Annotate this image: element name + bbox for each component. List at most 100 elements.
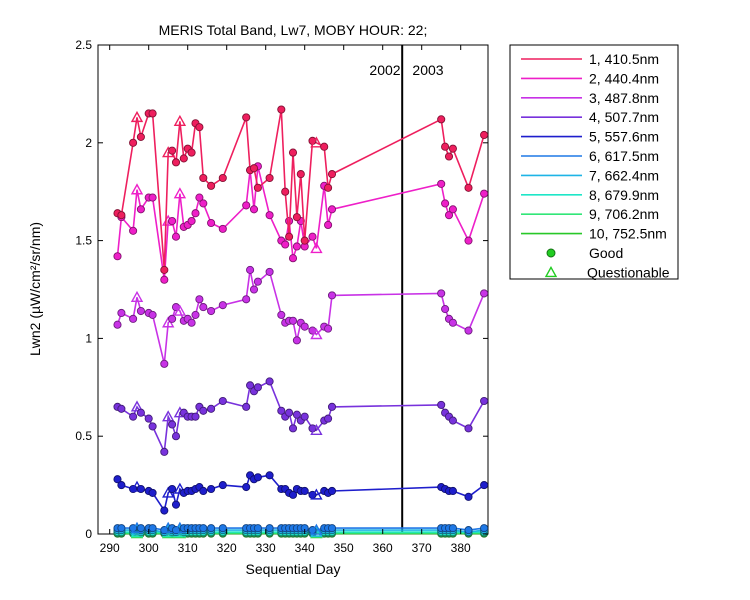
good-marker	[242, 113, 251, 122]
good-marker	[292, 242, 301, 251]
good-marker	[187, 318, 196, 327]
series-group	[113, 105, 489, 539]
good-marker	[288, 490, 298, 499]
good-marker	[195, 295, 204, 304]
good-marker	[242, 201, 251, 210]
good-marker	[168, 146, 177, 155]
good-marker	[242, 295, 251, 304]
good-marker	[464, 424, 473, 433]
good-marker	[464, 526, 473, 535]
good-marker	[117, 211, 126, 220]
good-marker	[160, 506, 169, 515]
good-marker	[129, 314, 138, 323]
good-marker	[191, 209, 200, 218]
good-marker	[480, 189, 489, 198]
good-marker	[168, 420, 177, 429]
good-marker	[171, 158, 181, 167]
good-marker	[308, 232, 317, 241]
good-marker	[129, 226, 138, 235]
good-marker	[207, 524, 216, 533]
good-marker	[207, 181, 216, 190]
good-marker	[324, 183, 333, 192]
legend-label: Good	[589, 245, 623, 261]
x-axis-label: Sequential Day	[246, 561, 341, 577]
good-marker	[480, 481, 489, 490]
good-marker	[281, 187, 290, 196]
good-marker	[117, 481, 126, 490]
legend-good-marker	[546, 248, 556, 258]
good-marker	[136, 306, 145, 316]
y-tick-label: 2	[85, 136, 92, 150]
good-marker	[171, 432, 181, 441]
good-marker	[480, 289, 489, 298]
questionable-marker	[310, 328, 323, 340]
good-marker	[300, 412, 309, 421]
legend: 1, 410.5nm 2, 440.4nm 3, 487.8nm 4, 507.7nm…	[509, 44, 679, 280]
good-marker	[207, 218, 216, 228]
good-marker	[480, 396, 489, 406]
good-marker	[437, 179, 446, 188]
good-marker	[253, 383, 262, 392]
good-marker	[441, 305, 450, 314]
questionable-marker	[310, 423, 323, 436]
good-marker	[148, 488, 157, 497]
good-marker	[199, 406, 208, 415]
good-marker	[265, 377, 274, 386]
legend-label: 6, 617.5nm	[589, 148, 659, 164]
legend-label: 7, 662.4nm	[589, 167, 659, 183]
good-marker	[288, 316, 298, 325]
good-marker	[265, 524, 274, 533]
good-marker	[265, 267, 274, 276]
good-marker	[242, 402, 251, 411]
good-marker	[320, 142, 329, 151]
good-marker	[148, 310, 157, 319]
good-marker	[292, 410, 301, 419]
good-marker	[129, 138, 138, 147]
questionable-marker	[130, 110, 144, 123]
legend-box	[509, 44, 679, 280]
good-marker	[160, 275, 169, 284]
good-marker	[171, 232, 181, 241]
questionable-marker	[310, 136, 323, 148]
good-marker	[207, 484, 216, 494]
x-tick-label: 330	[256, 541, 276, 555]
good-marker	[171, 500, 181, 509]
good-marker	[265, 471, 274, 480]
questionable-marker	[130, 183, 144, 195]
x-tick-label: 320	[217, 541, 237, 555]
good-marker	[448, 205, 457, 214]
good-marker	[327, 291, 337, 300]
good-marker	[117, 308, 126, 318]
y-tick-label: 1.5	[75, 234, 92, 248]
good-marker	[437, 400, 446, 409]
legend-questionable-marker	[544, 265, 558, 278]
good-marker	[187, 216, 196, 226]
good-marker	[168, 314, 177, 323]
good-marker	[292, 336, 301, 345]
good-marker	[136, 205, 145, 214]
y-tick-label: 2.5	[75, 38, 92, 52]
year-label-left: 2002	[369, 62, 400, 78]
good-marker	[288, 254, 298, 263]
good-marker	[136, 132, 145, 141]
good-marker	[253, 473, 262, 482]
good-marker	[437, 115, 446, 124]
good-marker	[113, 320, 122, 329]
x-tick-label: 350	[334, 541, 354, 555]
good-marker	[288, 424, 298, 433]
good-marker	[148, 422, 157, 431]
good-marker	[448, 524, 457, 533]
good-marker	[218, 396, 227, 406]
good-marker	[249, 285, 259, 294]
good-marker	[441, 199, 450, 208]
good-marker	[292, 213, 301, 222]
good-marker	[191, 412, 200, 421]
good-marker	[324, 414, 333, 423]
good-marker	[480, 130, 489, 140]
good-marker	[195, 193, 204, 202]
good-marker	[444, 152, 454, 161]
good-marker	[265, 211, 274, 220]
y-tick-label: 1	[85, 331, 92, 345]
questionable-marker	[173, 187, 187, 199]
good-marker	[324, 220, 333, 230]
